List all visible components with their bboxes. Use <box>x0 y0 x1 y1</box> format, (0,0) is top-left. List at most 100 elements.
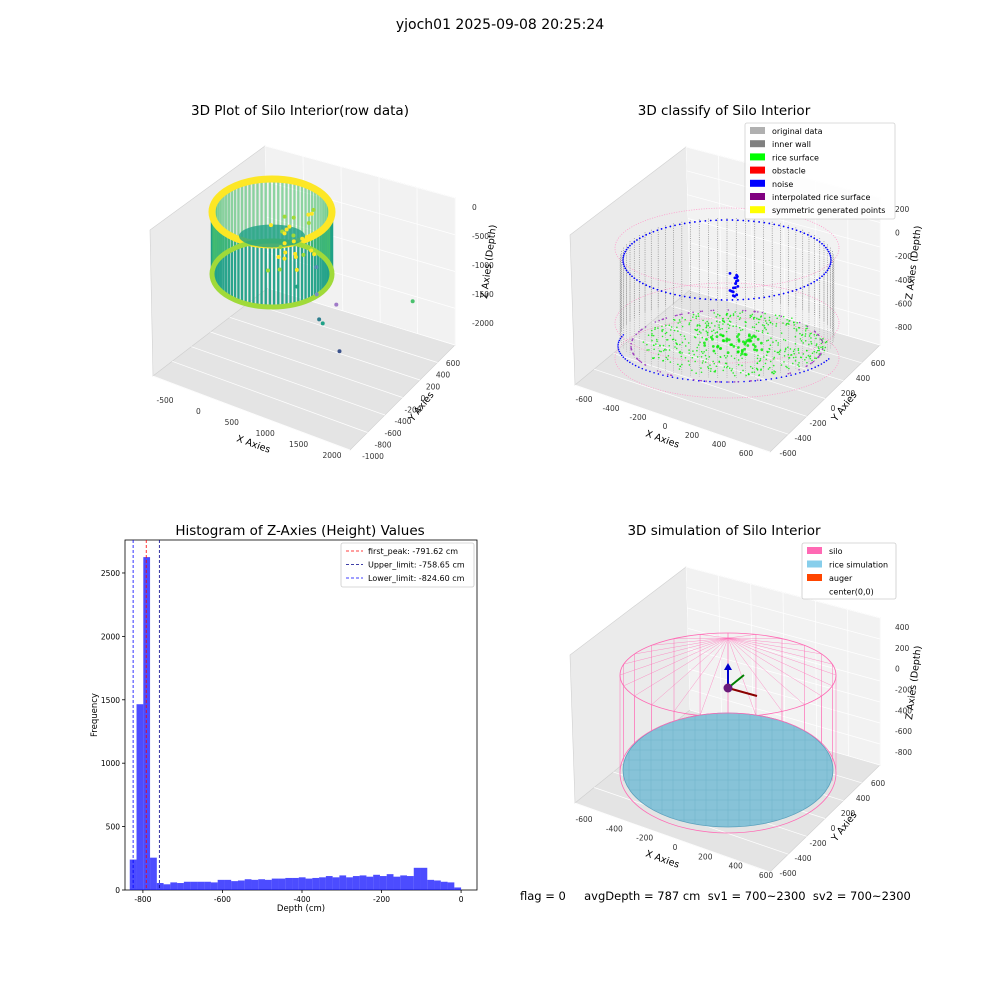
noise-point <box>645 369 647 371</box>
hist-bar <box>136 704 144 890</box>
rice-surface-point <box>730 355 733 357</box>
rice-surface-point <box>698 324 700 326</box>
hist-bar <box>420 867 428 890</box>
noise-column-point <box>733 294 736 298</box>
rice-surface-point <box>784 350 786 353</box>
rice-surface-point <box>718 324 720 326</box>
rice-surface-point <box>767 339 770 342</box>
interpolated-point <box>818 354 821 357</box>
rice-surface-point <box>705 324 708 326</box>
hist-bar <box>440 881 448 890</box>
rice-surface-point <box>778 314 781 317</box>
rice-surface-point <box>814 357 816 359</box>
cluster-point <box>309 211 314 216</box>
y-tick-label: -400 <box>794 854 811 863</box>
hist-bar <box>339 875 347 890</box>
cluster-point <box>278 245 283 250</box>
noise-point <box>791 228 794 230</box>
cluster-point <box>291 233 296 238</box>
rice-surface-point <box>703 341 706 345</box>
interpolated-point <box>719 381 721 383</box>
rice-surface-point <box>743 347 746 351</box>
silo-roof-line <box>623 637 729 665</box>
interpolated-point <box>654 321 657 323</box>
rice-surface-point <box>703 344 707 347</box>
rice-surface-point <box>774 350 776 353</box>
noise-point <box>778 293 780 296</box>
rice-surface-point <box>691 369 693 372</box>
x-tick-label: 1500 <box>289 440 308 449</box>
noise-point <box>829 257 832 259</box>
hist-bar <box>400 875 407 890</box>
noise-point <box>768 222 771 225</box>
noise-point <box>821 242 823 245</box>
x-tick-label: 0 <box>673 843 678 852</box>
rice-surface-point <box>721 339 725 342</box>
rice-surface-point <box>775 325 777 327</box>
rice-surface-point <box>723 366 726 368</box>
rice-surface-point <box>658 350 661 352</box>
rice-surface-point <box>655 338 658 341</box>
rice-surface-point <box>707 322 710 325</box>
rice-surface-point <box>815 334 818 337</box>
rice-surface-point <box>783 355 786 357</box>
hist-bar <box>210 882 218 890</box>
rice-surface-point <box>683 335 686 337</box>
noise-point <box>617 348 620 351</box>
noise-point <box>631 242 633 245</box>
hist-bar <box>454 887 462 890</box>
rice-surface-point <box>825 340 828 343</box>
rice-surface-point <box>719 328 721 331</box>
rice-surface-point <box>661 335 664 338</box>
rice-surface-point <box>690 319 692 322</box>
rice-surface-point <box>760 368 762 371</box>
rice-surface-point <box>700 350 703 353</box>
interpolated-point <box>676 314 678 317</box>
rice-surface-point <box>725 366 728 369</box>
rice-surface-point <box>706 331 709 334</box>
noise-point <box>780 376 783 378</box>
y-tick-label: 0 <box>831 404 836 413</box>
rice-surface-point <box>798 352 800 354</box>
noise-point <box>617 343 619 345</box>
noise-point <box>674 224 676 227</box>
z-tick-label: -400 <box>895 706 912 715</box>
interpolated-point <box>635 333 637 336</box>
rice-surface-point <box>716 313 719 316</box>
rice-surface-point <box>767 368 770 370</box>
cluster-point <box>287 224 292 229</box>
noise-point <box>810 235 813 238</box>
auger-x-axis <box>727 687 758 697</box>
rice-surface-point <box>725 330 728 333</box>
y-tick-label: 200 <box>841 389 856 398</box>
hist-bar <box>177 883 184 890</box>
cluster-point <box>312 231 317 236</box>
rice-surface-point <box>804 335 807 337</box>
rice-surface-point <box>710 367 712 370</box>
rice-surface-point <box>735 325 738 327</box>
rice-surface-point <box>728 327 730 329</box>
rice-surface-point <box>662 344 665 347</box>
rice-surface-point <box>788 319 791 322</box>
rice-surface-point <box>706 334 709 336</box>
noise-point <box>803 285 806 288</box>
rice-surface-point <box>771 323 774 325</box>
rice-surface-point <box>705 326 707 329</box>
rice-surface-point <box>775 322 778 325</box>
rice-surface-point <box>713 370 716 373</box>
rice-surface-point <box>653 348 655 351</box>
grid-line <box>613 353 807 417</box>
noise-point <box>709 219 712 222</box>
noise-point <box>693 297 696 299</box>
rice-surface-point <box>768 366 771 369</box>
rice-surface-point <box>744 341 747 345</box>
noise-point <box>742 298 745 301</box>
y-tick-label: -200 <box>809 419 826 428</box>
rice-surface-point <box>760 348 764 352</box>
hist-bar <box>332 877 340 890</box>
interpolated-point <box>742 309 744 312</box>
rice-surface-point <box>752 318 755 320</box>
rice-surface-point <box>755 323 758 326</box>
panel3-title: Histogram of Z-Axies (Height) Values <box>175 523 425 539</box>
